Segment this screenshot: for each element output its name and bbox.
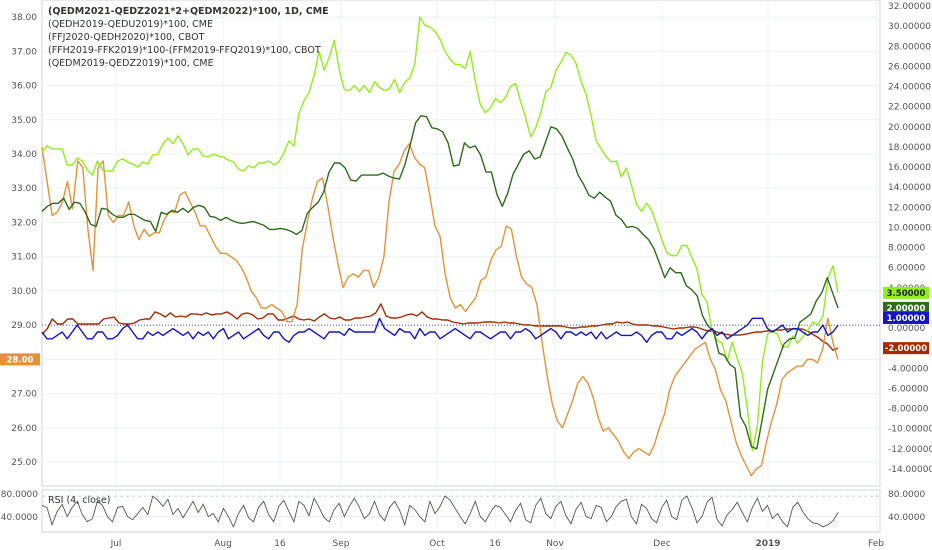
x-tick-label: Feb xyxy=(868,539,884,549)
rsi-left-tick-80: 80.0000 xyxy=(1,490,38,500)
rsi-right-tick-80: 80.0000 xyxy=(888,490,925,500)
series-line[interactable] xyxy=(41,317,839,343)
left-tick-label: 34.00 xyxy=(11,150,37,160)
main-pane[interactable] xyxy=(41,0,881,487)
left-tick-label: 37.00 xyxy=(11,47,37,57)
right-value-badge-label: 3.50000 xyxy=(887,289,926,299)
right-tick-label: 22.00000 xyxy=(888,103,931,113)
right-tick-label: 18.00000 xyxy=(888,143,931,153)
x-tick-label: Nov xyxy=(546,539,564,549)
right-tick-label: 8.00000 xyxy=(888,244,925,254)
rsi-line[interactable] xyxy=(41,495,839,529)
left-tick-label: 32.00 xyxy=(11,218,37,228)
right-value-badge xyxy=(883,342,929,355)
right-value-badge-label: 2.00000 xyxy=(887,304,926,314)
right-tick-label: 24.00000 xyxy=(888,83,931,93)
right-tick-label: 10.00000 xyxy=(888,223,931,233)
left-tick-label: 38.00 xyxy=(11,13,37,23)
right-tick-label: -14.00000 xyxy=(888,465,932,475)
right-tick-label: 20.00000 xyxy=(888,123,931,133)
legend-main-title[interactable]: (QEDM2021-QEDZ2021*2+QEDM2022)*100, 1D, … xyxy=(48,6,329,17)
right-value-badge xyxy=(883,311,929,324)
x-tick-label: 16 xyxy=(489,539,501,549)
legend[interactable]: (QEDM2021-QEDZ2021*2+QEDM2022)*100, 1D, … xyxy=(48,6,329,69)
right-tick-label: 14.00000 xyxy=(888,183,931,193)
legend-line-4[interactable]: (FFH2019-FFK2019)*100-(FFM2019-FFQ2019)*… xyxy=(48,45,321,56)
x-tick-label: 2019 xyxy=(755,539,780,549)
left-tick-label: 36.00 xyxy=(11,82,37,92)
left-tick-label: 26.00 xyxy=(11,424,37,434)
series-layer xyxy=(41,16,839,477)
left-value-badge-label: 28.00 xyxy=(7,355,34,365)
left-tick-label: 27.00 xyxy=(11,390,37,400)
right-tick-label: 12.00000 xyxy=(888,203,931,213)
right-tick-label: 26.00000 xyxy=(888,62,931,72)
rsi-right-tick-40: 40.0000 xyxy=(888,513,925,523)
x-tick-label: 16 xyxy=(274,539,286,549)
left-value-badge xyxy=(0,353,40,366)
right-tick-label: -4.00000 xyxy=(888,364,929,374)
right-value-badge-label: -2.00000 xyxy=(885,344,927,354)
right-value-badge-label: 1.00000 xyxy=(887,314,926,324)
left-tick-label: 29.00 xyxy=(11,321,37,331)
left-tick-label: 25.00 xyxy=(11,458,37,468)
x-tick-label: Oct xyxy=(429,539,445,549)
right-value-badge xyxy=(883,301,929,314)
right-tick-label: -10.00000 xyxy=(888,425,932,435)
rsi-layer xyxy=(41,495,880,529)
right-value-badge xyxy=(883,286,929,299)
x-tick-label: Dec xyxy=(653,539,670,549)
right-tick-label: 28.00000 xyxy=(888,42,931,52)
left-tick-label: 31.00 xyxy=(11,253,37,263)
right-tick-label: -6.00000 xyxy=(888,384,929,394)
series-line[interactable] xyxy=(41,303,839,351)
legend-line-3[interactable]: (FFJ2020-QEDH2020)*100, CBOT xyxy=(48,32,205,43)
legend-line-2[interactable]: (QEDH2019-QEDU2019)*100, CME xyxy=(48,19,213,30)
left-tick-label: 35.00 xyxy=(11,116,37,126)
series-line[interactable] xyxy=(41,142,839,477)
legend-line-5[interactable]: (QEDM2019-QEDZ2019)*100, CME xyxy=(48,58,214,69)
right-tick-label: 32.00000 xyxy=(888,2,931,12)
time-axis[interactable]: Jul Aug 16 Sep Oct 16 Nov Dec 2019 Feb xyxy=(110,539,885,549)
right-tick-label: 6.00000 xyxy=(888,264,925,274)
right-tick-label: -12.00000 xyxy=(888,445,932,455)
grid-lines xyxy=(42,0,880,532)
x-tick-label: Sep xyxy=(333,539,350,549)
right-tick-label: 30.00000 xyxy=(888,22,931,32)
x-tick-label: Aug xyxy=(214,539,232,549)
right-tick-label: 16.00000 xyxy=(888,163,931,173)
series-line[interactable] xyxy=(41,16,839,452)
left-tick-label: 33.00 xyxy=(11,184,37,194)
right-tick-label: 0.00000 xyxy=(888,324,925,334)
rsi-label[interactable]: RSI (4, close) xyxy=(48,495,110,506)
series-line[interactable] xyxy=(41,114,839,450)
x-tick-label: Jul xyxy=(110,539,122,549)
left-tick-label: 30.00 xyxy=(11,287,37,297)
rsi-left-tick-40: 40.0000 xyxy=(1,513,38,523)
right-tick-label: -8.00000 xyxy=(888,405,929,415)
